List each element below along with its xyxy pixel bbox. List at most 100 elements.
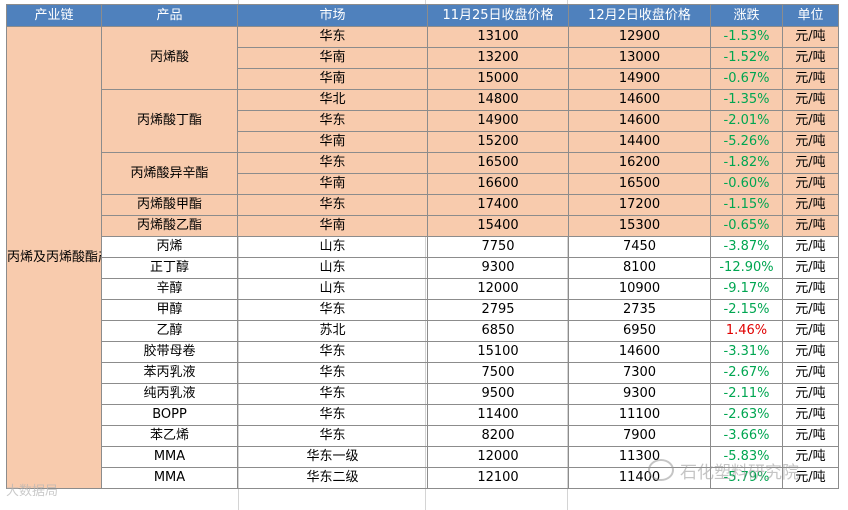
price-dec2-cell[interactable]: 14400 xyxy=(568,131,711,153)
market-cell[interactable]: 山东 xyxy=(237,257,428,279)
header-price-dec2[interactable]: 12月2日收盘价格 xyxy=(568,4,711,27)
market-cell[interactable]: 华东 xyxy=(237,299,428,321)
product-cell[interactable]: 丙烯 xyxy=(101,236,238,258)
price-dec2-cell[interactable]: 16500 xyxy=(568,173,711,195)
price-nov25-cell[interactable]: 7750 xyxy=(427,236,569,258)
change-cell[interactable]: -1.82% xyxy=(710,152,783,174)
change-cell[interactable]: -2.15% xyxy=(710,299,783,321)
price-nov25-cell[interactable]: 15000 xyxy=(427,68,569,90)
market-cell[interactable]: 华东 xyxy=(237,110,428,132)
change-cell[interactable]: -1.53% xyxy=(710,26,783,48)
product-cell[interactable]: 丙烯酸乙酯 xyxy=(101,215,238,237)
price-nov25-cell[interactable]: 12000 xyxy=(427,446,569,468)
price-dec2-cell[interactable]: 13000 xyxy=(568,47,711,69)
unit-cell[interactable]: 元/吨 xyxy=(782,194,839,216)
price-dec2-cell[interactable]: 14600 xyxy=(568,110,711,132)
price-dec2-cell[interactable]: 16200 xyxy=(568,152,711,174)
header-unit[interactable]: 单位 xyxy=(782,4,839,27)
product-cell[interactable]: 丙烯酸丁酯 xyxy=(101,89,238,153)
header-product[interactable]: 产品 xyxy=(101,4,238,27)
product-cell[interactable]: MMA xyxy=(101,446,238,468)
price-dec2-cell[interactable]: 2735 xyxy=(568,299,711,321)
price-nov25-cell[interactable]: 14900 xyxy=(427,110,569,132)
product-cell[interactable]: 乙醇 xyxy=(101,320,238,342)
price-nov25-cell[interactable]: 7500 xyxy=(427,362,569,384)
unit-cell[interactable]: 元/吨 xyxy=(782,383,839,405)
price-nov25-cell[interactable]: 16600 xyxy=(427,173,569,195)
market-cell[interactable]: 华东 xyxy=(237,383,428,405)
price-nov25-cell[interactable]: 11400 xyxy=(427,404,569,426)
market-cell[interactable]: 华南 xyxy=(237,47,428,69)
price-dec2-cell[interactable]: 8100 xyxy=(568,257,711,279)
market-cell[interactable]: 华东 xyxy=(237,362,428,384)
market-cell[interactable]: 华东 xyxy=(237,341,428,363)
unit-cell[interactable]: 元/吨 xyxy=(782,47,839,69)
price-nov25-cell[interactable]: 12100 xyxy=(427,467,569,489)
unit-cell[interactable]: 元/吨 xyxy=(782,236,839,258)
change-cell[interactable]: -5.79% xyxy=(710,467,783,489)
price-dec2-cell[interactable]: 14900 xyxy=(568,68,711,90)
market-cell[interactable]: 华东 xyxy=(237,425,428,447)
change-cell[interactable]: -1.15% xyxy=(710,194,783,216)
market-cell[interactable]: 华南 xyxy=(237,68,428,90)
header-price-nov25[interactable]: 11月25日收盘价格 xyxy=(427,4,569,27)
unit-cell[interactable]: 元/吨 xyxy=(782,152,839,174)
header-market[interactable]: 市场 xyxy=(237,4,428,27)
change-cell[interactable]: -0.60% xyxy=(710,173,783,195)
market-cell[interactable]: 山东 xyxy=(237,278,428,300)
unit-cell[interactable]: 元/吨 xyxy=(782,68,839,90)
product-cell[interactable]: 丙烯酸 xyxy=(101,26,238,90)
change-cell[interactable]: -0.65% xyxy=(710,215,783,237)
market-cell[interactable]: 山东 xyxy=(237,236,428,258)
market-cell[interactable]: 华北 xyxy=(237,89,428,111)
price-nov25-cell[interactable]: 12000 xyxy=(427,278,569,300)
price-dec2-cell[interactable]: 11400 xyxy=(568,467,711,489)
unit-cell[interactable]: 元/吨 xyxy=(782,110,839,132)
product-cell[interactable]: 辛醇 xyxy=(101,278,238,300)
product-cell[interactable]: MMA xyxy=(101,467,238,489)
change-cell[interactable]: -2.67% xyxy=(710,362,783,384)
product-cell[interactable]: 甲醇 xyxy=(101,299,238,321)
unit-cell[interactable]: 元/吨 xyxy=(782,467,839,489)
change-cell[interactable]: -2.11% xyxy=(710,383,783,405)
market-cell[interactable]: 华东一级 xyxy=(237,446,428,468)
price-nov25-cell[interactable]: 15200 xyxy=(427,131,569,153)
market-cell[interactable]: 华东 xyxy=(237,26,428,48)
market-cell[interactable]: 华东 xyxy=(237,194,428,216)
change-cell[interactable]: -3.87% xyxy=(710,236,783,258)
unit-cell[interactable]: 元/吨 xyxy=(782,446,839,468)
price-dec2-cell[interactable]: 6950 xyxy=(568,320,711,342)
price-dec2-cell[interactable]: 7450 xyxy=(568,236,711,258)
change-cell[interactable]: -2.63% xyxy=(710,404,783,426)
price-dec2-cell[interactable]: 11100 xyxy=(568,404,711,426)
market-cell[interactable]: 华南 xyxy=(237,215,428,237)
market-cell[interactable]: 华南 xyxy=(237,131,428,153)
change-cell[interactable]: 1.46% xyxy=(710,320,783,342)
market-cell[interactable]: 华东二级 xyxy=(237,467,428,489)
unit-cell[interactable]: 元/吨 xyxy=(782,257,839,279)
product-cell[interactable]: BOPP xyxy=(101,404,238,426)
price-dec2-cell[interactable]: 9300 xyxy=(568,383,711,405)
price-dec2-cell[interactable]: 11300 xyxy=(568,446,711,468)
unit-cell[interactable]: 元/吨 xyxy=(782,320,839,342)
price-nov25-cell[interactable]: 17400 xyxy=(427,194,569,216)
price-dec2-cell[interactable]: 7900 xyxy=(568,425,711,447)
change-cell[interactable]: -5.26% xyxy=(710,131,783,153)
unit-cell[interactable]: 元/吨 xyxy=(782,26,839,48)
price-dec2-cell[interactable]: 15300 xyxy=(568,215,711,237)
change-cell[interactable]: -1.35% xyxy=(710,89,783,111)
change-cell[interactable]: -2.01% xyxy=(710,110,783,132)
price-nov25-cell[interactable]: 15400 xyxy=(427,215,569,237)
price-dec2-cell[interactable]: 14600 xyxy=(568,89,711,111)
market-cell[interactable]: 华东 xyxy=(237,152,428,174)
price-dec2-cell[interactable]: 12900 xyxy=(568,26,711,48)
market-cell[interactable]: 华南 xyxy=(237,173,428,195)
unit-cell[interactable]: 元/吨 xyxy=(782,362,839,384)
change-cell[interactable]: -1.52% xyxy=(710,47,783,69)
change-cell[interactable]: -3.31% xyxy=(710,341,783,363)
price-dec2-cell[interactable]: 17200 xyxy=(568,194,711,216)
unit-cell[interactable]: 元/吨 xyxy=(782,89,839,111)
price-dec2-cell[interactable]: 10900 xyxy=(568,278,711,300)
product-cell[interactable]: 苯乙烯 xyxy=(101,425,238,447)
product-cell[interactable]: 纯丙乳液 xyxy=(101,383,238,405)
